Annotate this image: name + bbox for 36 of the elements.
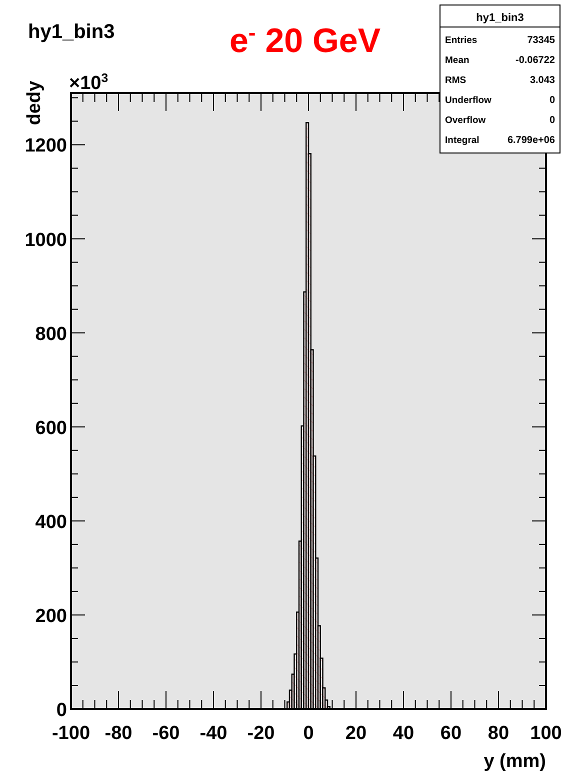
text: 73345 — [527, 35, 556, 46]
annotation: Overflow — [445, 115, 486, 126]
y-axis-title: dedy — [24, 80, 45, 126]
x-tick-label: 40 — [392, 723, 414, 744]
x-tick-label: 20 — [345, 723, 367, 744]
y-tick-label: 1200 — [24, 136, 67, 157]
annotation: Underflow — [445, 95, 492, 106]
annotation: 6.799e+06 — [507, 135, 556, 146]
x-tick-label: -80 — [104, 723, 132, 744]
annotation: Integral — [445, 135, 480, 146]
text: 3.043 — [530, 75, 556, 86]
y-tick-label: 800 — [35, 324, 67, 345]
annotation: ×10$^{3}$ — [69, 71, 108, 94]
x-tick-label: 0 — [303, 723, 314, 744]
x-tick-label: 100 — [530, 723, 562, 744]
y-tick-label: 0 — [56, 700, 67, 721]
y-tick-label: 1000 — [24, 230, 67, 251]
y-tick-label: 600 — [35, 418, 67, 439]
x-tick-label: -20 — [247, 723, 275, 744]
chart-subtitle: e$^{-}$ 20 GeV — [229, 20, 381, 60]
x-tick-label: 80 — [488, 723, 510, 744]
x-tick-label: -100 — [52, 723, 90, 744]
x-tick-label: 60 — [440, 723, 462, 744]
text: 0 — [549, 115, 556, 126]
text: RMS — [445, 75, 466, 86]
text: 0 — [549, 95, 556, 106]
y-tick-label: 400 — [35, 512, 67, 533]
x-tick-label: -60 — [152, 723, 180, 744]
text: Entries — [445, 35, 478, 46]
text: Mean — [445, 55, 470, 66]
chart-title: hy1_bin3 — [28, 21, 115, 43]
y-tick-label: 200 — [35, 606, 67, 627]
text: -0.06722 — [516, 55, 556, 66]
x-axis-title: y (mm) — [484, 751, 546, 772]
text: hy1_bin3 — [476, 12, 524, 24]
x-tick-label: -40 — [200, 723, 228, 744]
